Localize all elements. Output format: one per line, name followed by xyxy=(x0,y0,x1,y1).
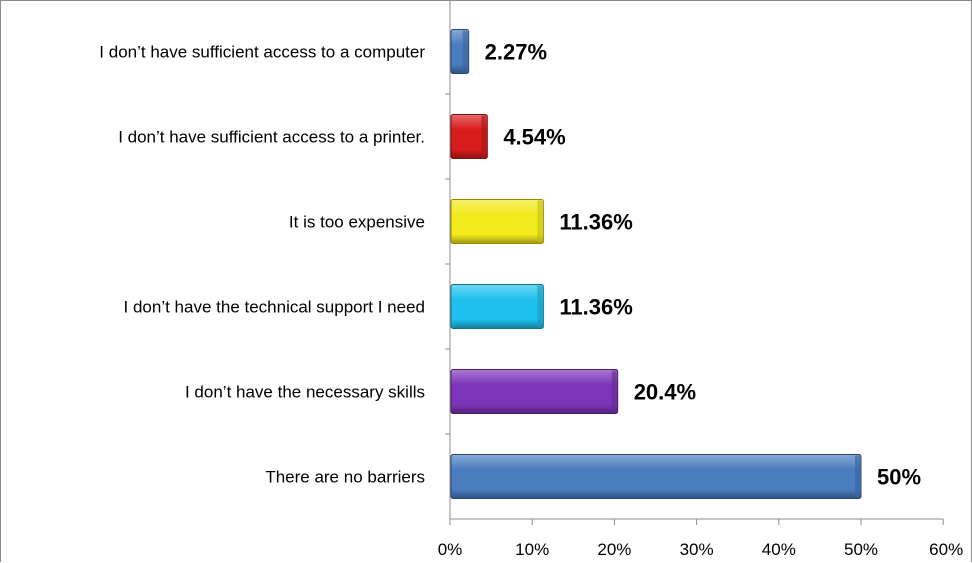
data-label: 11.36% xyxy=(559,210,632,235)
bar-i-dont-have-the-technical-support-i-need xyxy=(450,284,544,329)
bar-end-cap xyxy=(481,115,487,158)
bar-end-cap xyxy=(462,30,468,73)
bar-i-dont-have-the-necessary-skills xyxy=(450,369,619,414)
bar-there-are-no-barriers xyxy=(450,454,862,499)
data-label: 4.54% xyxy=(503,125,565,150)
x-tick-label: 40% xyxy=(762,540,796,559)
x-tick-label: 0% xyxy=(438,540,463,559)
category-label: I don’t have the necessary skills xyxy=(185,383,425,402)
bar-end-cap xyxy=(537,285,543,328)
category-label: There are no barriers xyxy=(265,468,425,487)
bar-end-cap xyxy=(855,455,860,498)
x-tick-label: 10% xyxy=(515,540,549,559)
bar-end-cap xyxy=(537,200,543,243)
bars-layer xyxy=(450,29,862,499)
labels-layer: I don’t have sufficient access to a comp… xyxy=(99,40,963,560)
category-label: It is too expensive xyxy=(289,213,425,232)
bar-end-cap xyxy=(611,370,617,413)
data-label: 2.27% xyxy=(485,40,547,65)
x-tick-label: 50% xyxy=(844,540,878,559)
x-tick-label: 20% xyxy=(597,540,631,559)
data-label: 20.4% xyxy=(634,380,696,405)
axis-layer xyxy=(445,1,944,525)
x-tick-label: 60% xyxy=(929,540,963,559)
x-tick-label: 30% xyxy=(680,540,714,559)
category-label: I don’t have the technical support I nee… xyxy=(124,298,425,317)
data-label: 50% xyxy=(877,465,921,490)
bar-i-dont-have-sufficient-access-to-a-printer xyxy=(450,114,488,159)
data-label: 11.36% xyxy=(559,295,632,320)
category-label: I don’t have sufficient access to a comp… xyxy=(99,43,425,62)
bar-it-is-too-expensive xyxy=(450,199,544,244)
category-label: I don’t have sufficient access to a prin… xyxy=(118,128,425,147)
